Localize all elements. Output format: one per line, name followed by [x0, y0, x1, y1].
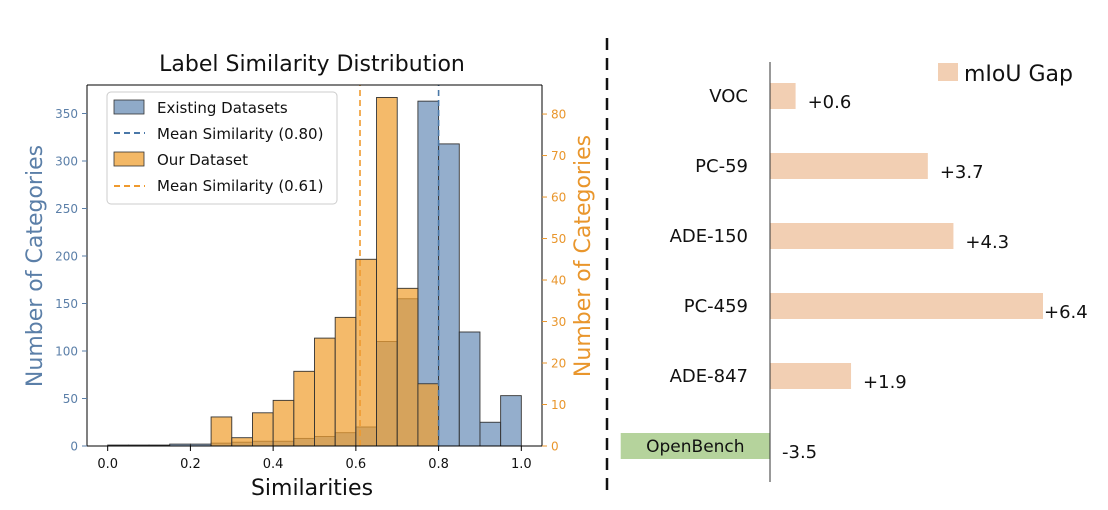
ours-bar-4 [293, 370, 315, 447]
gap-bar-pc-59 [770, 153, 928, 179]
ours-bar-9 [396, 287, 419, 447]
right-y-axis-ticks: 0 10 20 30 40 50 60 70 80 [542, 108, 566, 454]
left-y-tick-label-6: 300 [55, 155, 78, 169]
mean-lines [359, 85, 440, 446]
right-y-tick-label-6: 60 [551, 191, 566, 205]
left-y-tick-label-4: 200 [55, 250, 78, 264]
gap-bar-pc-459 [770, 293, 1043, 319]
right-y-tick-label-5: 50 [551, 232, 566, 246]
existing-bar-16 [438, 143, 460, 447]
miou-gap-panel: VOC +0.6 PC-59 +3.7 ADE-150 +4.3 PC-459 +6.4 ADE… [620, 62, 1088, 482]
ours-bar-10 [417, 383, 440, 447]
gap-category-pc-59: PC-59 [695, 156, 748, 177]
gap-bar-voc [770, 83, 796, 109]
gap-bars: VOC +0.6 PC-59 +3.7 ADE-150 +4.3 PC-459 +6.4 ADE… [620, 83, 1088, 463]
left-y-tick-label-1: 50 [63, 392, 78, 406]
gap-legend-label: mIoU Gap [964, 62, 1073, 87]
x-tick-label-2: 0.4 [263, 457, 284, 472]
gap-value-pc-59: +3.7 [940, 162, 984, 183]
histogram-legend: Existing Datasets Mean Similarity (0.80)… [106, 91, 338, 205]
right-y-tick-label-8: 80 [551, 108, 566, 122]
histogram-panel: Label Similarity Distribution 0.0 0.2 0.4 0… [23, 52, 596, 501]
right-y-tick-label-1: 10 [551, 398, 566, 412]
gap-category-ade-847: ADE-847 [670, 366, 748, 387]
legend-box [106, 91, 338, 205]
legend-swatch-ours [113, 151, 145, 167]
gap-value-openbench: -3.5 [782, 442, 817, 463]
legend-label-ours-mean: Mean Similarity (0.61) [157, 177, 323, 195]
ours-bar-1 [231, 437, 253, 447]
gap-bar-ade-847 [770, 363, 852, 389]
gap-bar-ade-150 [770, 223, 954, 249]
histogram-title: Label Similarity Distribution [159, 52, 465, 77]
right-y-tick-label-0: 0 [551, 440, 559, 454]
gap-value-ade-150: +4.3 [965, 232, 1009, 253]
gap-category-openbench: OpenBench [646, 437, 744, 457]
left-y-tick-label-7: 350 [55, 107, 78, 121]
gap-value-voc: +0.6 [808, 92, 852, 113]
gap-category-voc: VOC [709, 86, 748, 107]
existing-bar-17 [458, 331, 481, 447]
our-dataset-bars [210, 96, 440, 447]
gap-legend-swatch [938, 63, 958, 81]
gap-value-ade-847: +1.9 [863, 372, 907, 393]
left-y-axis-label: Number of Categories [23, 145, 48, 387]
ours-bar-0 [210, 416, 233, 447]
gap-bar-openbench [620, 433, 770, 459]
right-y-tick-label-2: 20 [551, 357, 566, 371]
gap-category-ade-150: ADE-150 [670, 226, 748, 247]
left-y-tick-label-0: 0 [70, 440, 78, 454]
legend-swatch-existing [113, 99, 145, 115]
right-y-tick-label-3: 30 [551, 315, 566, 329]
legend-label-existing-mean: Mean Similarity (0.80) [157, 125, 323, 143]
ours-bar-7 [355, 258, 377, 447]
x-axis-ticks: 0.0 0.2 0.4 0.6 0.8 1.0 [97, 446, 532, 472]
x-tick-label-0: 0.0 [97, 457, 118, 472]
ours-bar-2 [252, 412, 274, 447]
x-tick-label-3: 0.6 [346, 457, 367, 472]
right-y-tick-label-7: 70 [551, 149, 566, 163]
gap-category-pc-459: PC-459 [684, 296, 748, 317]
gap-value-pc-459: +6.4 [1044, 302, 1088, 323]
ours-bar-5 [314, 337, 336, 447]
ours-bar-3 [272, 399, 295, 447]
ours-bar-8 [376, 96, 398, 447]
existing-bar-19 [500, 395, 522, 447]
right-y-axis-label: Number of Categories [571, 135, 596, 377]
ours-bar-6 [334, 316, 357, 447]
x-tick-label-4: 0.8 [428, 457, 449, 472]
legend-label-existing: Existing Datasets [157, 99, 288, 117]
plot-frame [86, 84, 543, 447]
gap-legend: mIoU Gap [938, 62, 1073, 87]
left-y-axis-ticks: 0 50 100 150 200 250 300 350 [55, 107, 87, 454]
legend-label-ours: Our Dataset [157, 151, 248, 169]
left-y-tick-label-5: 250 [55, 202, 78, 216]
x-axis-label: Similarities [251, 476, 373, 501]
existing-bar-18 [479, 421, 502, 447]
right-y-tick-label-4: 40 [551, 274, 566, 288]
left-y-tick-label-2: 100 [55, 345, 78, 359]
x-tick-label-1: 0.2 [180, 457, 201, 472]
x-tick-label-5: 1.0 [511, 457, 532, 472]
left-y-tick-label-3: 150 [55, 297, 78, 311]
